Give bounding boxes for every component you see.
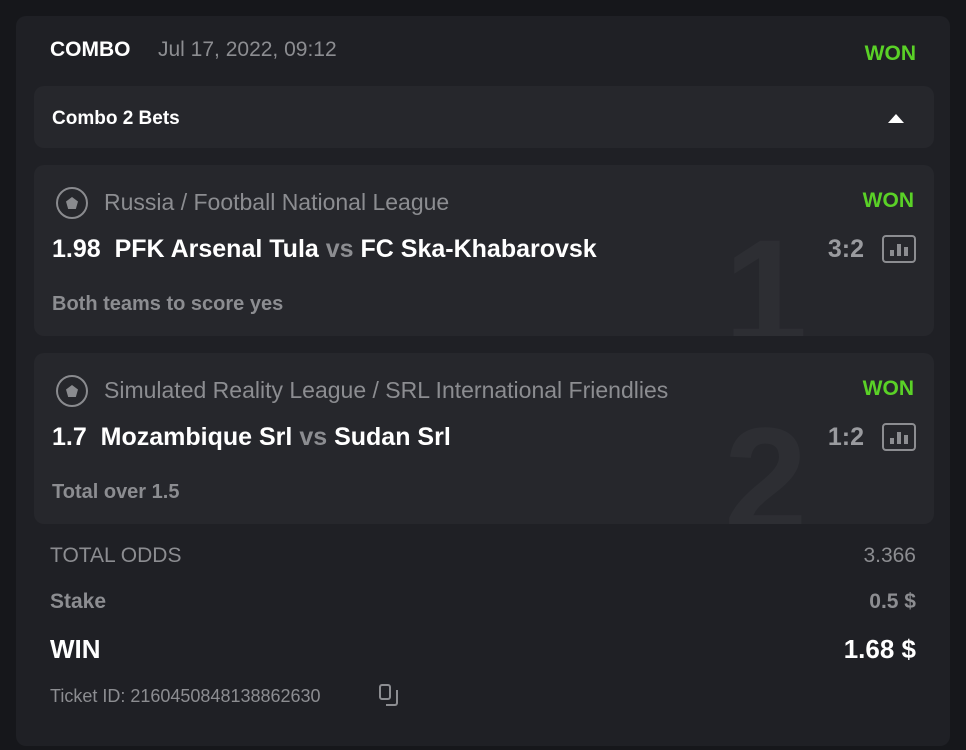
ticket-status: WON: [864, 42, 916, 65]
league: Russia / Football National League: [104, 189, 450, 215]
score: 1:2: [827, 423, 864, 451]
bet-index: 2: [724, 396, 808, 524]
match: 1.98 PFK Arsenal Tula vs FC Ska-Khabarov…: [52, 235, 597, 264]
bet-status: WON: [862, 377, 914, 400]
bet-type: COMBO: [50, 38, 131, 61]
vs: vs: [325, 235, 354, 263]
stats-icon[interactable]: [882, 423, 916, 451]
market: Total over 1.5: [52, 481, 180, 503]
copy-icon[interactable]: [379, 684, 399, 706]
total-odds-label: TOTAL ODDS: [50, 544, 182, 567]
stats-icon[interactable]: [882, 235, 916, 263]
vs: vs: [299, 423, 328, 451]
league: Simulated Reality League / SRL Internati…: [104, 377, 669, 403]
stake-label: Stake: [50, 590, 107, 613]
away-team: Sudan Srl: [334, 423, 451, 451]
combo-label: Combo 2 Bets: [52, 108, 180, 129]
win-label: WIN: [50, 634, 101, 664]
bet-status: WON: [862, 189, 914, 212]
football-icon: [56, 375, 88, 407]
bet-card-2: 2 Simulated Reality League / SRL Interna…: [34, 353, 934, 524]
score: 3:2: [827, 235, 864, 263]
home-team: Mozambique Srl: [100, 423, 293, 451]
football-icon: [56, 187, 88, 219]
away-team: FC Ska-Khabarovsk: [360, 235, 597, 263]
odds: 1.98: [52, 235, 101, 263]
total-odds-value: 3.366: [863, 544, 916, 567]
bet-card-1: 1 Russia / Football National League WON …: [34, 165, 934, 336]
bet-ticket-card: COMBO Jul 17, 2022, 09:12 WON Combo 2 Be…: [16, 16, 950, 746]
win-value: 1.68 $: [843, 634, 916, 664]
home-team: PFK Arsenal Tula: [114, 235, 319, 263]
odds: 1.7: [52, 423, 87, 451]
match: 1.7 Mozambique Srl vs Sudan Srl: [52, 423, 451, 452]
ticket-id: Ticket ID: 2160450848138862630: [50, 686, 321, 706]
bet-index: 1: [724, 208, 808, 336]
market: Both teams to score yes: [52, 293, 284, 315]
caret-up-icon[interactable]: [888, 114, 904, 123]
stake-value: 0.5 $: [869, 590, 916, 613]
bet-date: Jul 17, 2022, 09:12: [158, 38, 337, 61]
combo-toggle[interactable]: Combo 2 Bets: [34, 86, 934, 148]
